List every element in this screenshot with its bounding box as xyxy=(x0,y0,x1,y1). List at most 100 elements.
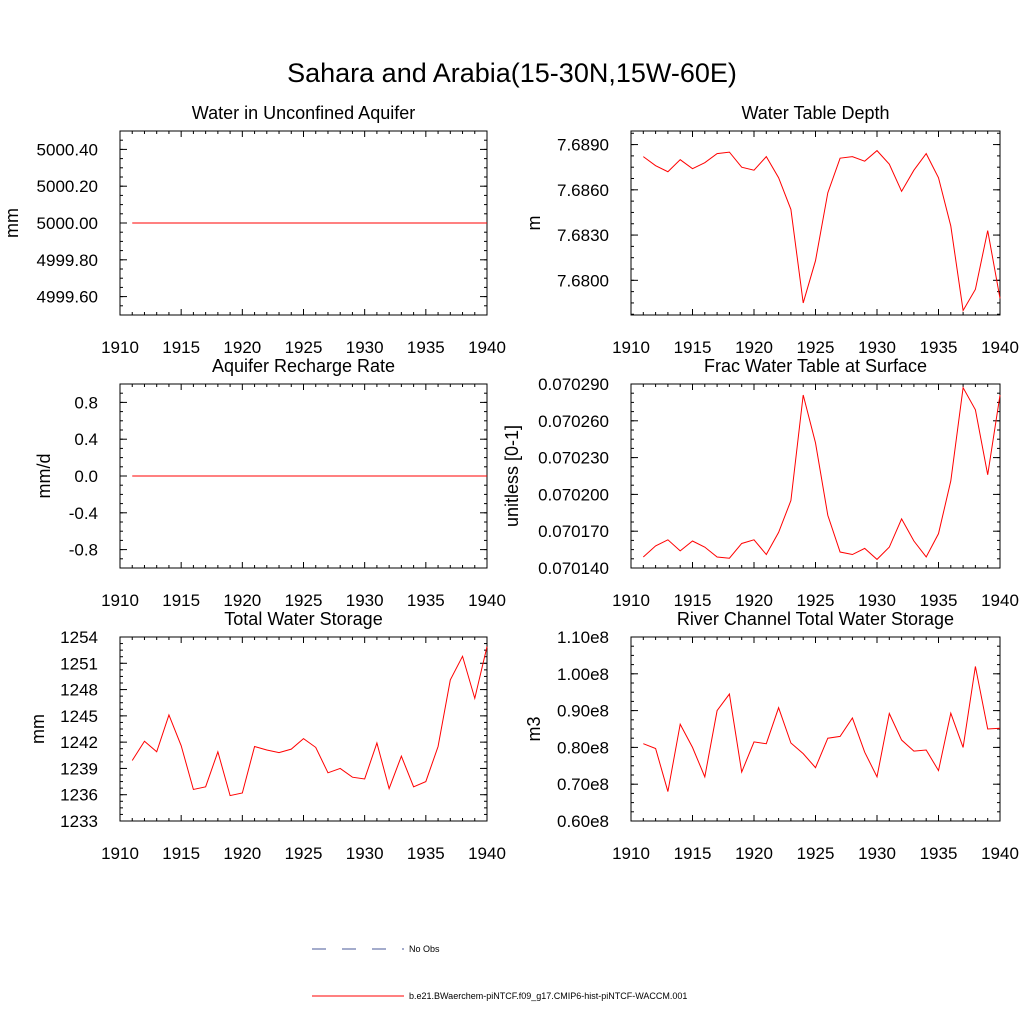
y-tick-label: 0.90e8 xyxy=(557,702,609,721)
x-tick-label: 1930 xyxy=(346,338,384,357)
y-tick-label: 0.0 xyxy=(74,467,98,486)
x-tick-label: 1920 xyxy=(223,591,261,610)
y-axis-label: mm xyxy=(2,208,22,238)
panel-1: Water in Unconfined Aquifer mm 1910 1915 192… xyxy=(2,103,506,357)
series-line xyxy=(131,646,488,797)
x-tick-label: 1910 xyxy=(612,844,650,863)
x-tick-label: 1915 xyxy=(162,844,200,863)
panels: Water in Unconfined Aquifer mm 1910 1915 192… xyxy=(2,103,1019,863)
y-tick-label: 1236 xyxy=(60,786,98,805)
panel-2: Water Table Depth m 1910 1915 1920 1925 1930 19… xyxy=(524,103,1019,357)
y-tick-label: 0.8 xyxy=(74,393,98,412)
x-tick-label: 1940 xyxy=(981,338,1019,357)
y-tick-label: 1.00e8 xyxy=(557,665,609,684)
y-tick-label: 0.4 xyxy=(74,430,98,449)
y-tick-label: 5000.40 xyxy=(37,140,98,159)
x-tick-label: 1925 xyxy=(797,338,835,357)
x-tick-label: 1940 xyxy=(468,591,506,610)
y-tick-label: 7.6890 xyxy=(557,136,609,155)
x-tick-label: 1920 xyxy=(735,338,773,357)
panel-title: Water in Unconfined Aquifer xyxy=(192,103,415,123)
panel-title: Frac Water Table at Surface xyxy=(704,356,927,376)
x-tick-label: 1920 xyxy=(735,844,773,863)
x-tick-label: 1925 xyxy=(285,338,323,357)
series-line xyxy=(643,666,1001,792)
main-title: Sahara and Arabia(15-30N,15W-60E) xyxy=(287,58,737,88)
plot-frame xyxy=(630,130,1001,316)
y-tick-label: 0.070290 xyxy=(538,375,609,394)
y-tick-label: 0.60e8 xyxy=(557,812,609,831)
x-tick-label: 1915 xyxy=(162,338,200,357)
panel-5: Total Water Storage mm 1910 1915 1920 1925 193… xyxy=(28,609,506,863)
x-tick-label: 1925 xyxy=(285,591,323,610)
x-tick-label: 1940 xyxy=(468,338,506,357)
y-tick-label: 7.6860 xyxy=(557,181,609,200)
panel-4: Frac Water Table at Surface unitless [0-1… xyxy=(502,356,1019,610)
plot-frame xyxy=(630,636,1001,822)
x-tick-label: 1925 xyxy=(797,591,835,610)
y-axis-label: m xyxy=(524,216,544,231)
x-tick-label: 1940 xyxy=(981,591,1019,610)
x-tick-label: 1920 xyxy=(223,844,261,863)
x-tick-label: 1935 xyxy=(407,591,445,610)
y-tick-label: -0.8 xyxy=(69,541,98,560)
y-tick-label: 7.6800 xyxy=(557,271,609,290)
x-tick-label: 1930 xyxy=(858,591,896,610)
x-tick-label: 1940 xyxy=(468,844,506,863)
y-tick-label: 0.070260 xyxy=(538,412,609,431)
x-tick-label: 1925 xyxy=(797,844,835,863)
y-tick-label: 0.80e8 xyxy=(557,738,609,757)
panel-title: Total Water Storage xyxy=(224,609,382,629)
x-tick-label: 1915 xyxy=(674,338,712,357)
y-tick-label: 0.70e8 xyxy=(557,775,609,794)
y-tick-label: 1254 xyxy=(60,628,98,647)
legend: No Obs b.e21.BWaerchem-piNTCF.f09_g17.CM… xyxy=(312,944,687,1001)
x-tick-label: 1930 xyxy=(858,844,896,863)
x-tick-label: 1915 xyxy=(674,844,712,863)
series-line xyxy=(642,386,1001,561)
y-axis-label: unitless [0-1] xyxy=(502,425,522,527)
x-tick-label: 1935 xyxy=(407,844,445,863)
x-tick-label: 1930 xyxy=(858,338,896,357)
series-line xyxy=(643,149,1001,312)
x-tick-label: 1920 xyxy=(223,338,261,357)
x-tick-label: 1935 xyxy=(920,591,958,610)
y-tick-label: 0.070170 xyxy=(538,522,609,541)
y-tick-label: 1251 xyxy=(60,654,98,673)
x-tick-label: 1930 xyxy=(346,591,384,610)
x-tick-label: 1910 xyxy=(101,844,139,863)
panel-title: Aquifer Recharge Rate xyxy=(212,356,395,376)
panel-title: River Channel Total Water Storage xyxy=(677,609,954,629)
y-tick-label: 0.070140 xyxy=(538,559,609,578)
x-tick-label: 1915 xyxy=(162,591,200,610)
x-tick-label: 1910 xyxy=(612,591,650,610)
panel-3: Aquifer Recharge Rate mm/d 1910 1915 1920 192… xyxy=(34,356,506,610)
x-tick-label: 1930 xyxy=(346,844,384,863)
y-tick-label: -0.4 xyxy=(69,504,98,523)
y-axis-label: m3 xyxy=(524,716,544,741)
x-tick-label: 1915 xyxy=(674,591,712,610)
y-tick-label: 4999.80 xyxy=(37,251,98,270)
y-tick-label: 1233 xyxy=(60,812,98,831)
x-tick-label: 1935 xyxy=(920,338,958,357)
y-axis-label: mm xyxy=(28,714,48,744)
y-tick-label: 5000.20 xyxy=(37,177,98,196)
x-tick-label: 1920 xyxy=(735,591,773,610)
plot-frame xyxy=(630,383,1001,569)
x-tick-label: 1910 xyxy=(101,338,139,357)
x-tick-label: 1910 xyxy=(612,338,650,357)
legend-label-no-obs: No Obs xyxy=(409,944,440,954)
legend-label-model: b.e21.BWaerchem-piNTCF.f09_g17.CMIP6-his… xyxy=(409,991,687,1001)
x-tick-label: 1910 xyxy=(101,591,139,610)
panel-6: River Channel Total Water Storage m3 1910 1… xyxy=(524,609,1019,863)
y-tick-label: 7.6830 xyxy=(557,226,609,245)
y-axis-label: mm/d xyxy=(34,454,54,499)
y-tick-label: 1.10e8 xyxy=(557,628,609,647)
panel-title: Water Table Depth xyxy=(741,103,889,123)
y-tick-label: 0.070200 xyxy=(538,485,609,504)
y-tick-label: 4999.60 xyxy=(37,288,98,307)
y-tick-label: 1242 xyxy=(60,733,98,752)
y-tick-label: 0.070230 xyxy=(538,449,609,468)
y-tick-label: 5000.00 xyxy=(37,214,98,233)
